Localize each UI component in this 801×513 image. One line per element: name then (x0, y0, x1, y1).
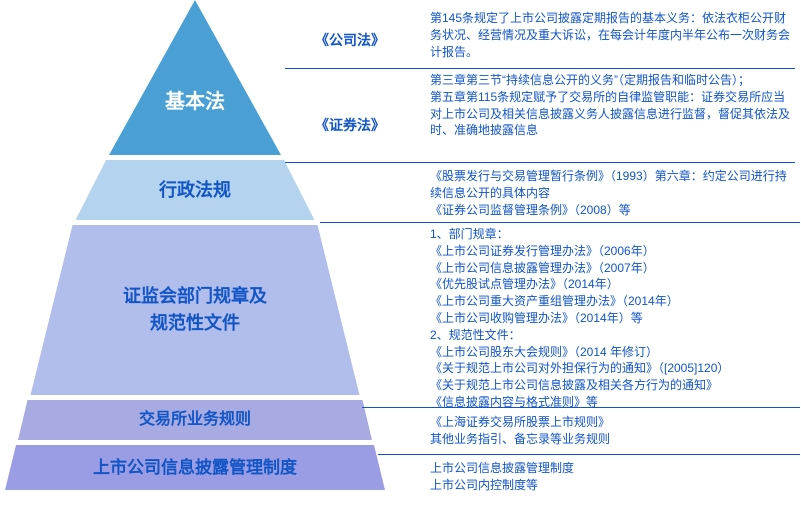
pyramid-layer-0: 基本法 (109, 0, 281, 155)
pyramid-layer-label: 基本法 (95, 85, 295, 114)
pyramid-layer-3: 交易所业务规则 (18, 400, 372, 440)
side-title-1: 《证券法》 (315, 115, 385, 135)
divider-0 (285, 68, 795, 69)
pyramid: 基本法行政法规证监会部门规章及 规范性文件交易所业务规则上市公司信息披露管理制度 (0, 0, 370, 513)
pyramid-layer-1: 行政法规 (76, 160, 315, 220)
side-title-0: 《公司法》 (315, 30, 385, 50)
pyramid-layer-4: 上市公司信息披露管理制度 (5, 445, 385, 490)
pyramid-layer-2: 证监会部门规章及 规范性文件 (31, 225, 360, 395)
description-0: 第145条规定了上市公司披露定期报告的基本义务：依法衣柜公开财务状况、经营情况及… (430, 10, 790, 60)
description-3: 1、部门规章： 《上市公司证券发行管理办法》（2006年） 《上市公司信息披露管… (430, 226, 795, 411)
description-2: 《股票发行与交易管理暂行条例》（1993）第六章：约定公司进行持续信息公开的具体… (430, 168, 790, 218)
description-1: 第三章第三节“持续信息公开的义务”（定期报告和临时公告）； 第五章第115条规定… (430, 72, 790, 139)
pyramid-layer-label: 上市公司信息披露管理制度 (93, 455, 297, 481)
pyramid-layer-label: 交易所业务规则 (139, 408, 251, 432)
pyramid-layer-label: 行政法规 (159, 177, 231, 204)
divider-2 (320, 222, 800, 223)
divider-1 (285, 162, 795, 163)
divider-4 (378, 454, 800, 455)
description-5: 上市公司信息披露管理制度 上市公司内控制度等 (430, 460, 790, 494)
description-4: 《上海证券交易所股票上市规则》 其他业务指引、备忘录等业务规则 (430, 414, 790, 448)
pyramid-layer-label: 证监会部门规章及 规范性文件 (123, 283, 267, 337)
divider-3 (362, 407, 800, 408)
